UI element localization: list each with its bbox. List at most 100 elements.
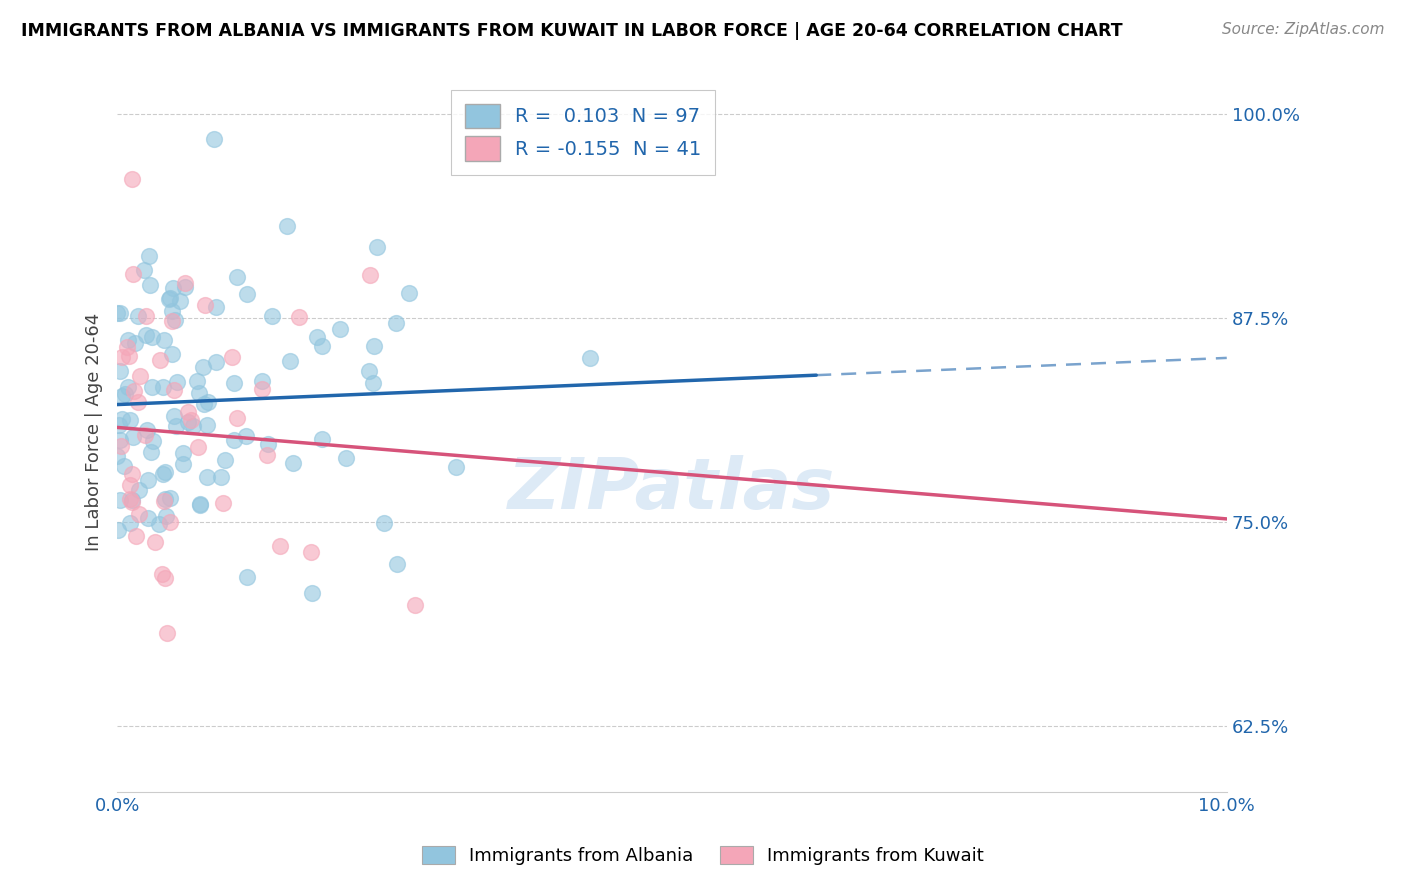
Point — [155, 509, 177, 524]
Point — [359, 363, 381, 377]
Point — [114, 387, 136, 401]
Point — [191, 359, 214, 374]
Point — [283, 456, 305, 470]
Point — [118, 492, 141, 507]
Point — [195, 417, 218, 432]
Point — [136, 473, 159, 487]
Point — [385, 316, 408, 330]
Point — [129, 368, 152, 383]
Point — [108, 493, 131, 508]
Text: IMMIGRANTS FROM ALBANIA VS IMMIGRANTS FROM KUWAIT IN LABOR FORCE | AGE 20-64 COR: IMMIGRANTS FROM ALBANIA VS IMMIGRANTS FR… — [21, 22, 1123, 40]
Point — [186, 375, 208, 389]
Point — [125, 529, 148, 543]
Point — [156, 625, 179, 640]
Legend: R =  0.103  N = 97, R = -0.155  N = 41: R = 0.103 N = 97, R = -0.155 N = 41 — [451, 90, 716, 175]
Point — [188, 498, 211, 512]
Point — [177, 415, 200, 429]
Point — [107, 449, 129, 463]
Point — [148, 517, 170, 532]
Point — [141, 330, 163, 344]
Point — [121, 492, 143, 507]
Point — [139, 277, 162, 292]
Point — [128, 483, 150, 497]
Point — [235, 429, 257, 443]
Point — [166, 376, 188, 390]
Point — [193, 397, 215, 411]
Point — [221, 350, 243, 364]
Point — [269, 539, 291, 553]
Point — [153, 492, 176, 507]
Point — [108, 418, 131, 433]
Point — [105, 306, 128, 320]
Point — [111, 412, 134, 426]
Point — [141, 445, 163, 459]
Point — [121, 495, 143, 509]
Point — [110, 439, 132, 453]
Point — [260, 309, 283, 323]
Point — [160, 346, 183, 360]
Point — [172, 457, 194, 471]
Point — [138, 249, 160, 263]
Point — [205, 300, 228, 314]
Point — [135, 327, 157, 342]
Point — [305, 330, 328, 344]
Point — [122, 267, 145, 281]
Point — [162, 281, 184, 295]
Point — [209, 469, 232, 483]
Point — [224, 433, 246, 447]
Point — [225, 269, 247, 284]
Point — [108, 433, 131, 447]
Point — [127, 309, 149, 323]
Point — [188, 497, 211, 511]
Point — [159, 515, 181, 529]
Point — [335, 450, 357, 465]
Point — [226, 410, 249, 425]
Point — [211, 496, 233, 510]
Point — [115, 340, 138, 354]
Point — [152, 379, 174, 393]
Point — [136, 511, 159, 525]
Point — [187, 440, 209, 454]
Point — [398, 286, 420, 301]
Point — [141, 379, 163, 393]
Point — [121, 467, 143, 481]
Point — [110, 389, 132, 403]
Point — [159, 491, 181, 505]
Point — [157, 292, 180, 306]
Point — [120, 413, 142, 427]
Point — [124, 335, 146, 350]
Point — [359, 268, 381, 282]
Point — [387, 557, 409, 571]
Point — [373, 516, 395, 531]
Point — [110, 364, 132, 378]
Point — [299, 545, 322, 559]
Point — [111, 350, 134, 364]
Point — [301, 585, 323, 599]
Point — [197, 395, 219, 409]
Point — [204, 355, 226, 369]
Point — [252, 382, 274, 396]
Point — [363, 339, 385, 353]
Legend: Immigrants from Albania, Immigrants from Kuwait: Immigrants from Albania, Immigrants from… — [415, 838, 991, 872]
Point — [444, 459, 467, 474]
Point — [172, 446, 194, 460]
Point — [174, 279, 197, 293]
Point — [117, 334, 139, 348]
Point — [121, 430, 143, 444]
Point — [134, 427, 156, 442]
Point — [159, 292, 181, 306]
Point — [180, 413, 202, 427]
Point — [250, 374, 273, 388]
Point — [236, 286, 259, 301]
Point — [174, 276, 197, 290]
Point — [108, 306, 131, 320]
Point — [121, 172, 143, 186]
Point — [181, 418, 204, 433]
Point — [135, 309, 157, 323]
Point — [128, 507, 150, 521]
Point — [214, 453, 236, 467]
Point — [152, 494, 174, 508]
Point — [194, 298, 217, 312]
Point — [152, 467, 174, 481]
Point — [117, 350, 139, 364]
